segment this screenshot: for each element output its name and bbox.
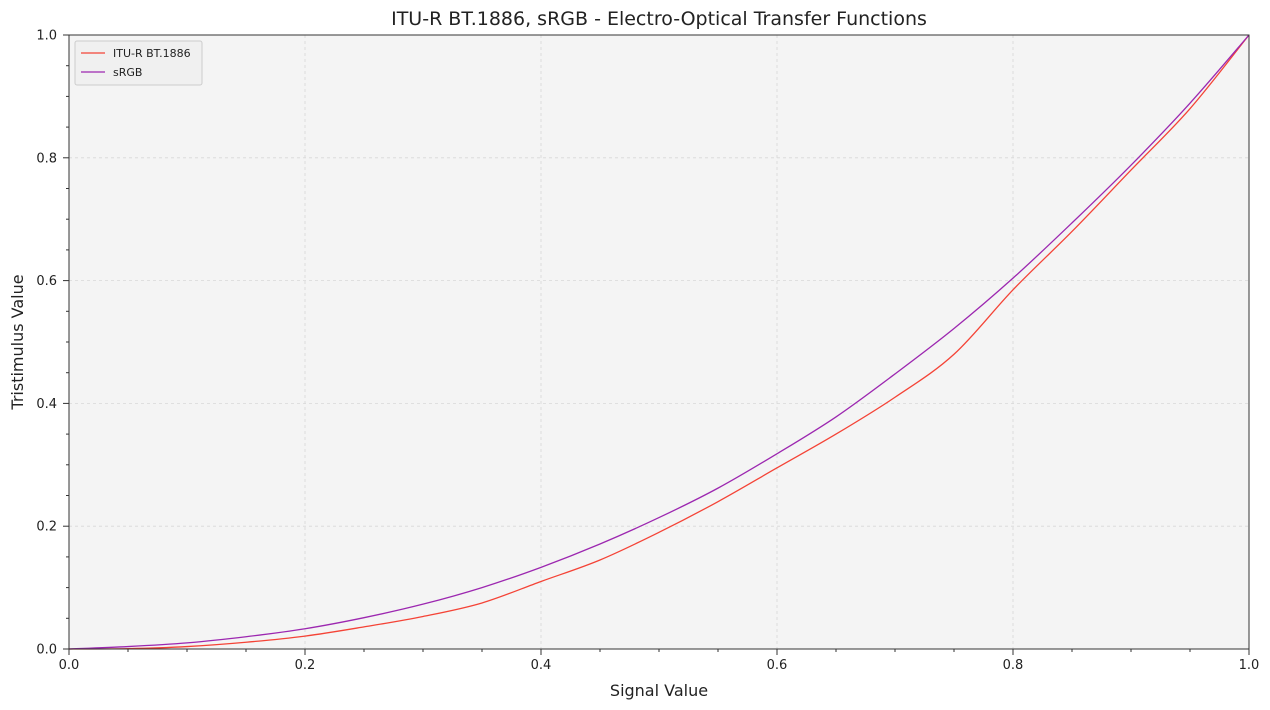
series-line-srgb: [68, 34, 1250, 650]
legend-box: [74, 40, 203, 86]
y-axis-title: Tristimulus Value: [8, 274, 27, 410]
x-tick-label: 0.6: [767, 658, 788, 673]
y-tick-label: 0.8: [36, 151, 57, 166]
series-layer: [68, 34, 1250, 650]
x-axis-title: Signal Value: [610, 681, 708, 700]
legend-label-srgb: sRGB: [113, 66, 142, 79]
x-tick-label: 1.0: [1239, 658, 1260, 673]
y-tick-label: 0.0: [36, 643, 57, 658]
legend: ITU-R BT.1886 sRGB: [74, 40, 203, 86]
x-tick-label: 0.0: [59, 658, 80, 673]
x-tick-label: 0.4: [531, 658, 552, 673]
series-line-bt1886: [68, 34, 1250, 650]
plot-background: [69, 35, 1249, 649]
y-tick-label: 1.0: [36, 29, 57, 44]
x-tick-label: 0.2: [295, 658, 316, 673]
tick-labels: 0.0 0.2 0.4 0.6 0.8 1.0 0.0 0.2 0.4 0.6 0.8 1.0: [36, 29, 1259, 674]
y-tick-label: 0.4: [36, 397, 57, 412]
y-tick-label: 0.2: [36, 520, 57, 535]
axis-ticks: [63, 34, 1250, 655]
x-tick-label: 0.8: [1003, 658, 1024, 673]
legend-label-bt1886: ITU-R BT.1886: [113, 47, 191, 60]
y-tick-label: 0.6: [36, 274, 57, 289]
chart-title: ITU-R BT.1886, sRGB - Electro-Optical Tr…: [391, 8, 927, 30]
